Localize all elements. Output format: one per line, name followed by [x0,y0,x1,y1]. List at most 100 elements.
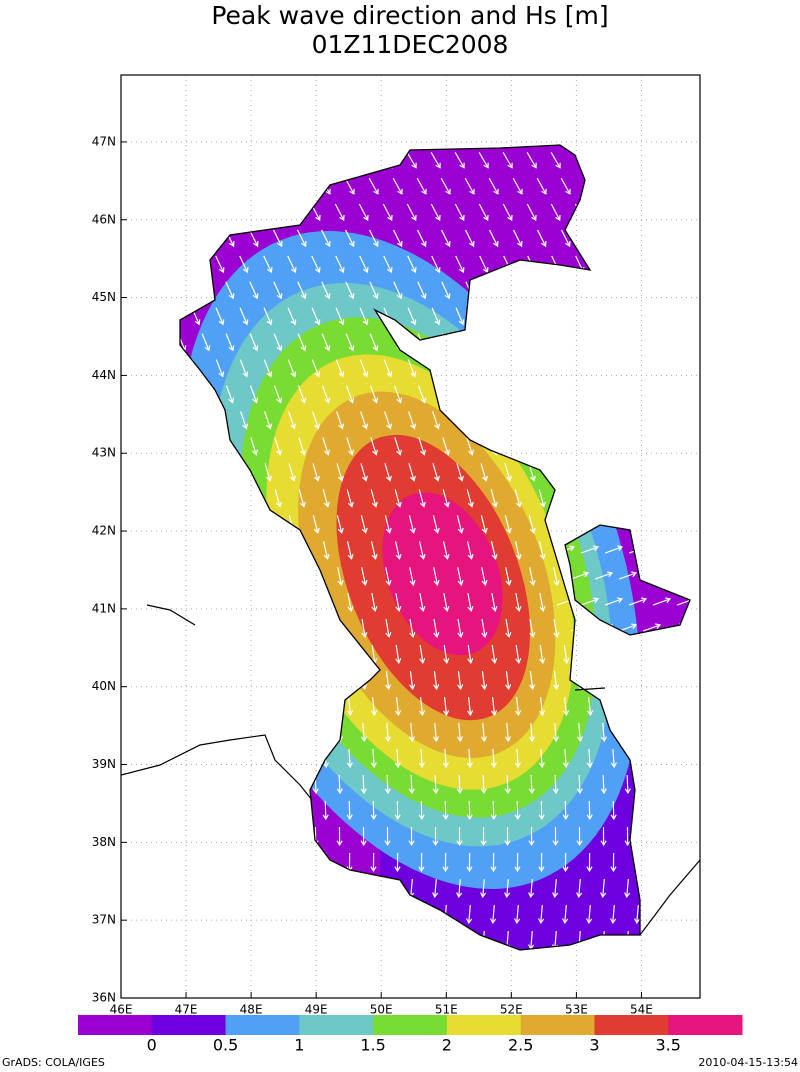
wave-arrow [408,774,415,795]
wave-arrow [610,489,618,508]
wave-arrow [504,826,511,847]
wave-arrow [180,541,186,560]
wave-arrow [490,852,497,873]
wave-arrow [432,878,439,899]
wave-arrow [561,385,571,404]
wave-arrow [360,930,367,950]
wave-arrow [384,930,391,950]
wave-arrow [408,515,416,534]
wave-arrow [490,800,497,821]
wave-arrow [576,722,584,743]
wave-arrow [250,748,257,769]
wave-arrow [227,645,234,665]
wave-arrow [180,385,187,404]
wave-arrow [670,203,681,221]
wave-arrow [346,800,353,821]
wave-arrow [202,696,210,717]
wave-arrow [456,463,464,482]
wave-arrow [647,307,657,326]
wave-arrow [296,229,307,248]
wave-arrow [642,623,662,632]
wave-arrow [416,177,427,195]
wave-arrow [488,229,499,248]
wave-arrow [275,645,282,665]
wave-arrow [658,489,666,508]
wave-arrow [203,593,210,612]
wave-arrow [384,411,393,430]
wave-arrow [490,904,497,925]
wave-arrow [502,203,513,221]
wave-arrow [409,567,416,586]
wave-arrow [346,489,354,508]
wave-arrow [576,826,583,847]
wave-arrow [610,852,617,873]
wave-arrow [241,619,248,639]
wave-arrow [202,489,210,508]
wave-arrow [298,489,306,508]
wave-arrow [239,359,249,378]
wave-arrow [418,437,426,456]
wave-arrow [251,593,258,612]
wave-arrow [682,852,689,873]
wave-arrow [239,307,249,326]
wave-arrow [652,545,672,554]
wave-arrow [479,307,489,326]
wave-arrow [505,567,512,586]
wave-arrow [407,255,417,274]
wave-arrow [528,774,535,795]
wave-arrow [359,359,369,378]
wave-arrow [226,696,234,717]
colorbar-label: 2.5 [508,1036,533,1055]
wave-arrow [264,826,271,847]
y-tick-label: 39N [92,757,116,771]
wave-arrow [550,203,561,221]
wave-arrow [489,333,499,352]
wave-arrow [480,878,487,899]
wave-arrow [676,597,690,606]
wave-arrow [649,670,656,691]
wave-arrow [552,774,559,795]
wave-arrow [265,619,272,639]
wave-arrow [430,151,441,169]
wave-arrow [370,489,378,508]
wave-arrow [192,463,200,482]
wave-arrow [580,597,600,606]
wave-arrow [491,645,498,665]
wave-arrow [552,411,561,430]
wave-arrow [192,878,199,899]
wave-arrow [240,930,247,950]
wave-arrow [642,519,662,528]
wave-arrow [383,359,393,378]
wave-arrow [478,203,489,221]
colorbar-label: 1.5 [360,1036,385,1055]
wave-arrow [418,489,426,508]
wave-arrow [168,308,176,325]
wave-arrow [322,541,330,560]
wave-arrow [312,515,320,534]
wave-arrow [274,904,281,925]
wave-arrow [250,541,258,560]
colorbar-box [78,1015,153,1035]
wave-arrow [191,255,201,274]
wave-arrow [312,930,319,950]
wave-arrow [634,904,641,925]
wave-arrow [503,359,513,378]
wave-arrow [393,385,403,404]
wave-arrow [226,904,233,925]
wave-arrow [432,930,439,950]
colorbar-label: 2 [442,1036,452,1055]
wave-arrow [169,775,174,793]
wave-arrow [250,696,258,717]
wave-arrow [512,229,523,248]
wave-arrow [288,463,296,482]
wave-arrow [467,593,474,612]
wave-arrow [418,800,425,821]
wave-arrow [384,878,391,899]
x-tick-label: 52E [500,1003,523,1017]
wave-arrow [395,645,402,665]
wave-arrow [575,307,585,326]
wave-arrow [370,541,378,560]
wave-arrow [203,645,210,665]
wave-arrow [216,878,223,899]
wave-arrow [274,696,282,717]
